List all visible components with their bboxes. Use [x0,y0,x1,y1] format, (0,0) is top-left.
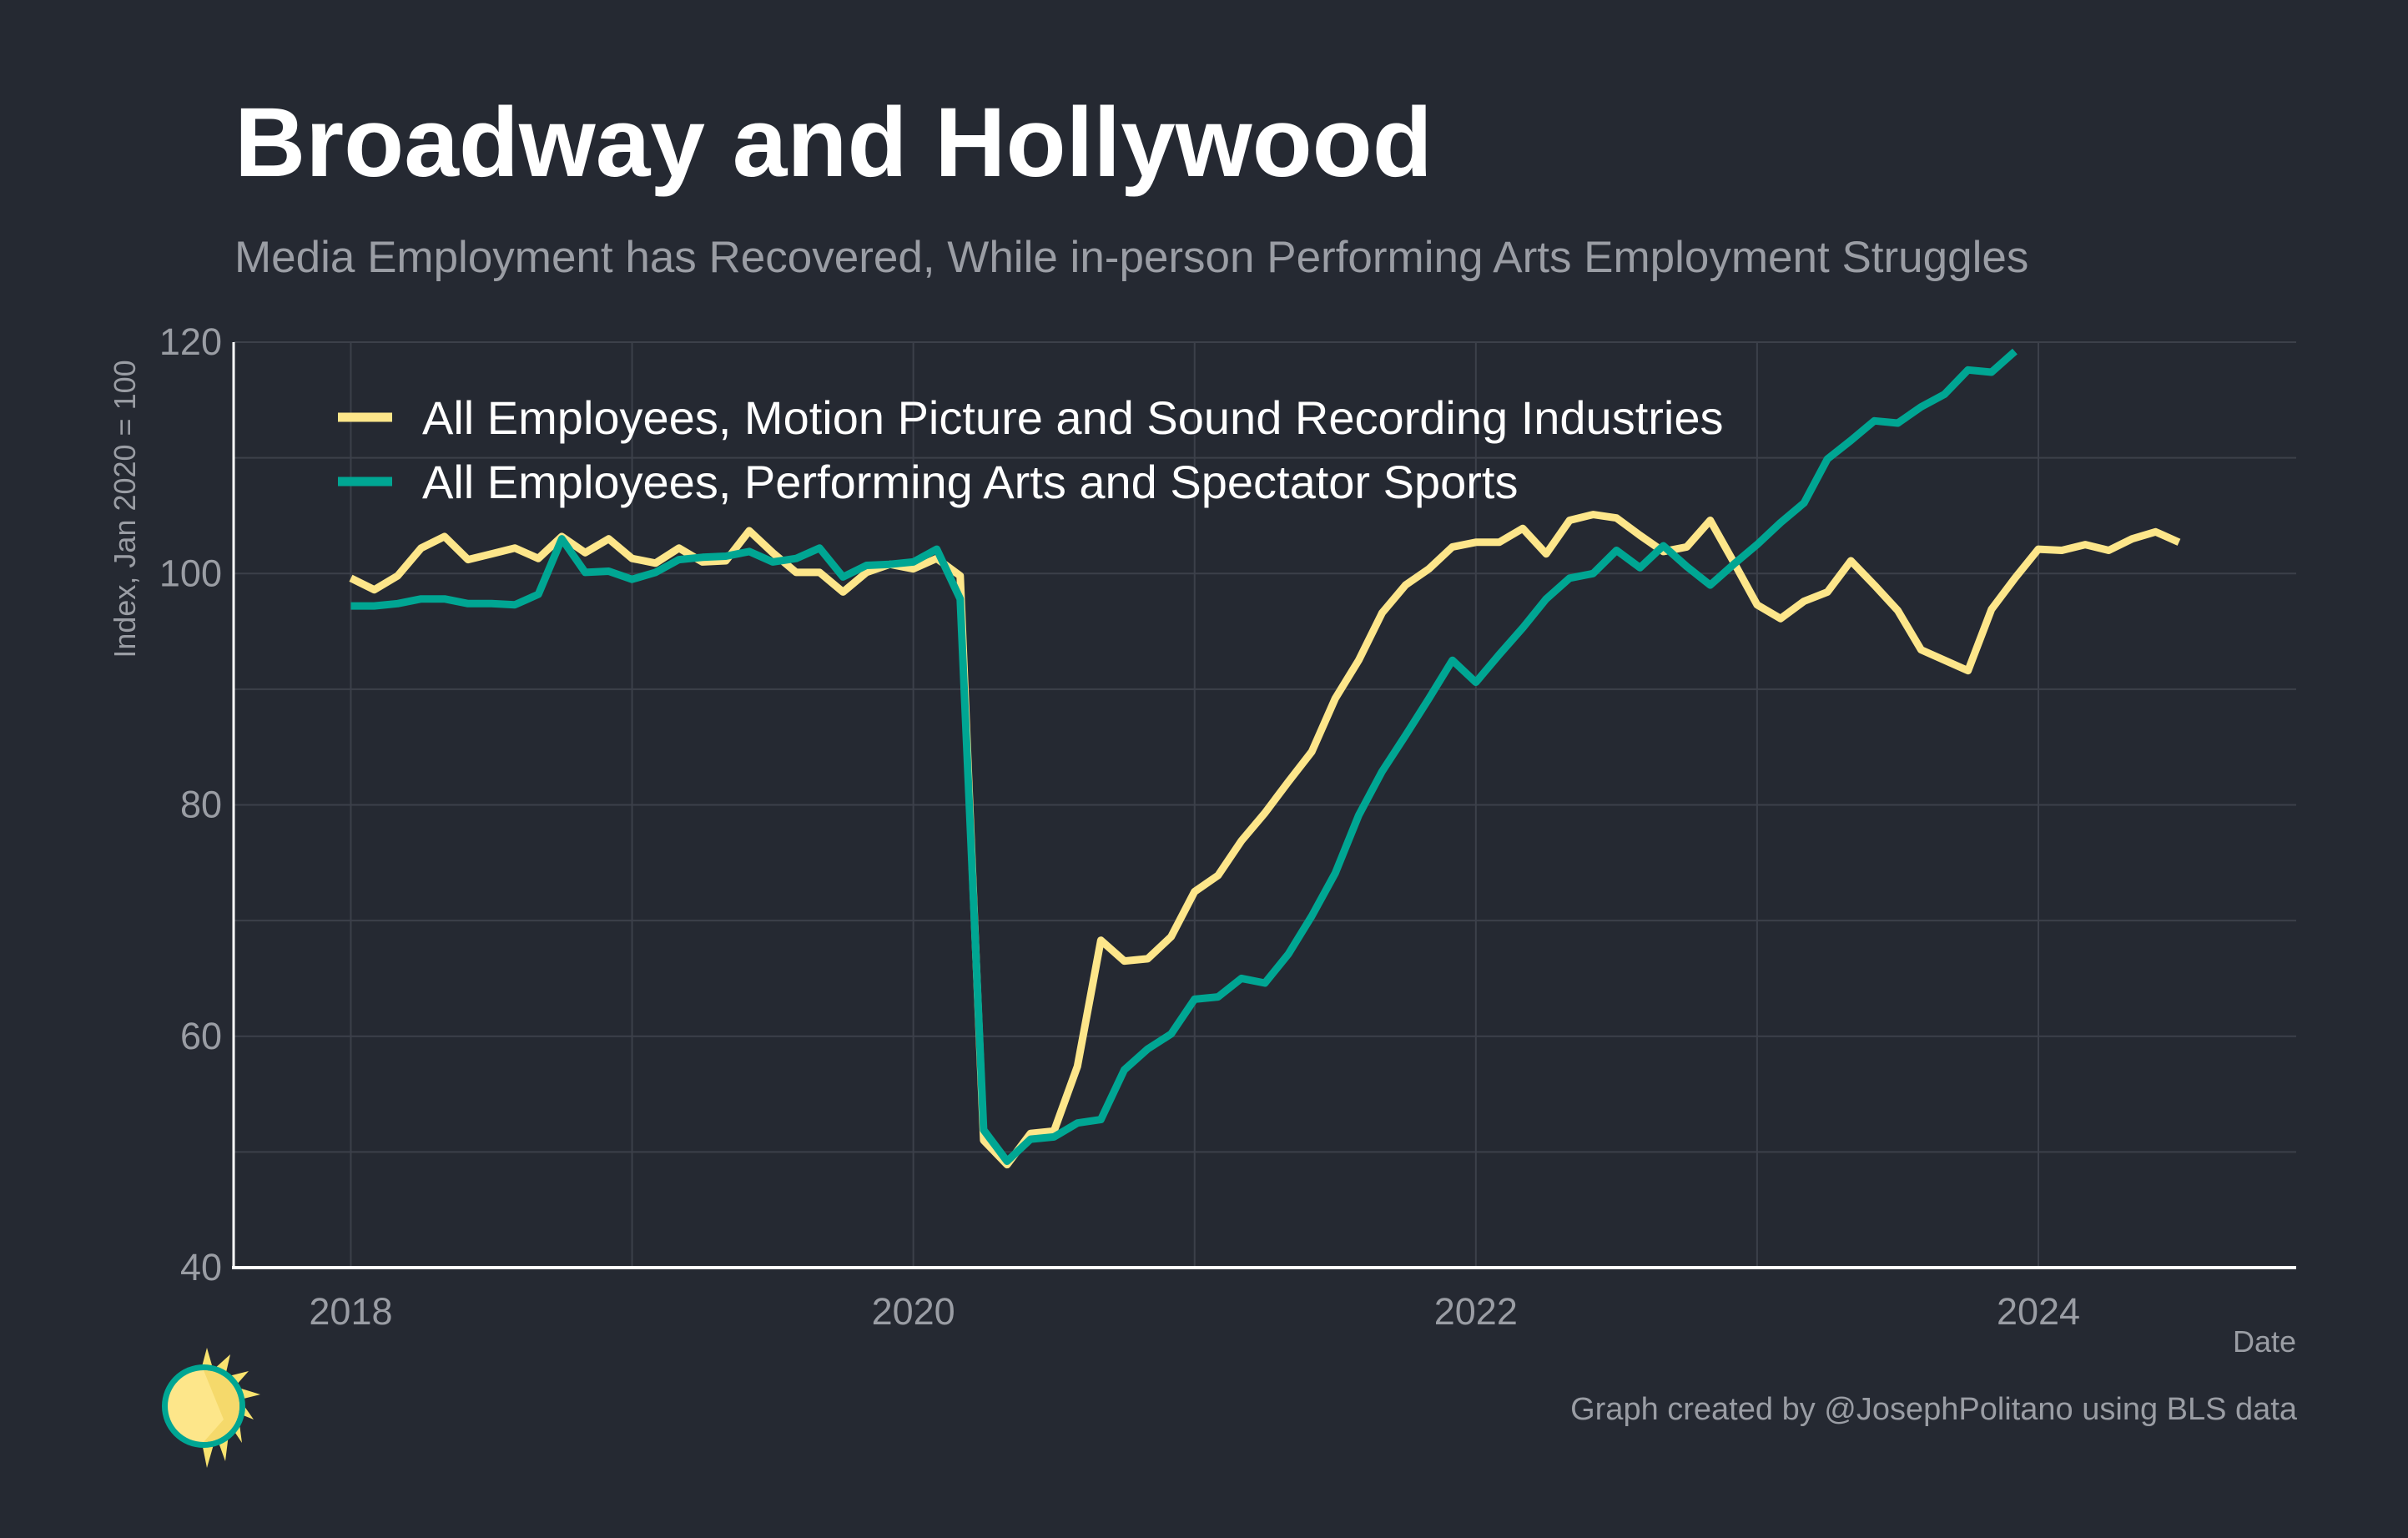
chart-axes: 40 60 80 100 120 2018 2020 2022 2024 Date Index, J… [108,320,2296,1359]
sun-logo-icon [162,1348,260,1468]
y-tick-label: 60 [180,1015,222,1057]
chart-legend: All Employees, Motion Picture and Sound … [338,391,1724,508]
chart-grid [234,341,2296,1268]
y-tick-label: 120 [159,320,222,363]
x-tick-label: 2020 [872,1290,955,1333]
x-tick-label: 2024 [1997,1290,2080,1333]
chart-title: Broadway and Hollywood [234,88,1433,198]
chart-series [349,348,2181,1169]
chart-subtitle: Media Employment has Recovered, While in… [234,233,2029,282]
y-tick-label: 80 [180,784,222,826]
legend-label-1: All Employees, Motion Picture and Sound … [422,391,1724,444]
series-line-1 [349,511,2181,1169]
x-tick-label: 2018 [309,1290,392,1333]
y-tick-label: 40 [180,1246,222,1288]
x-tick-label: 2022 [1434,1290,1518,1333]
legend-label-2: All Employees, Performing Arts and Spect… [422,456,1518,508]
y-axis-title: Index, Jan 2020 = 100 [108,360,142,658]
x-axis-title: Date [2233,1324,2296,1359]
series-line-2 [350,348,2018,1165]
y-tick-label: 100 [159,552,222,594]
credit-text: Graph created by @JosephPolitano using B… [1570,1392,2297,1427]
